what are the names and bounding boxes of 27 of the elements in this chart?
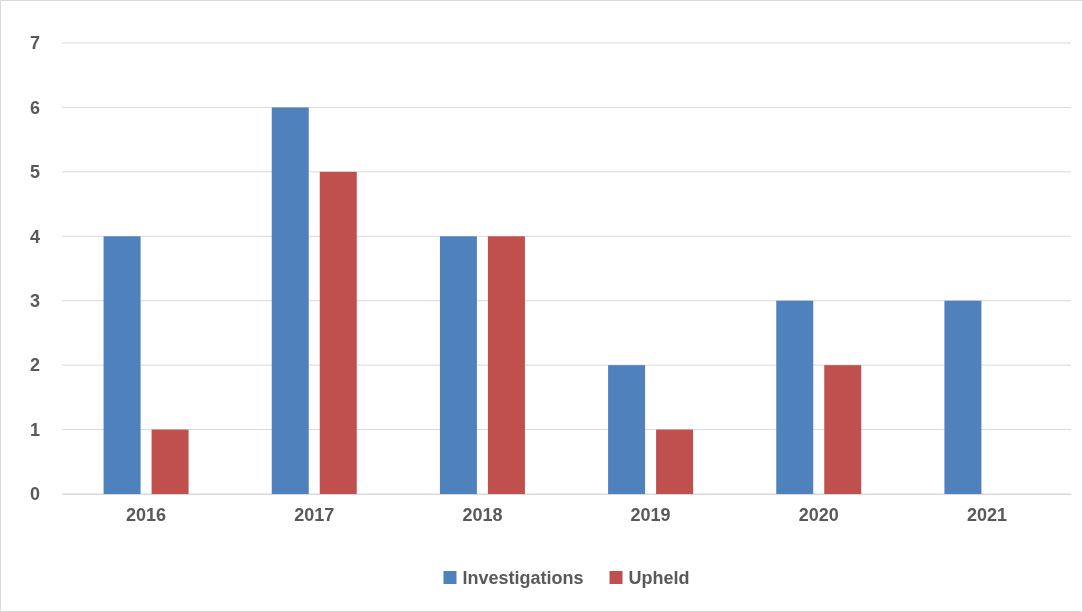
bar [608,365,646,494]
bar [776,300,814,494]
y-tick-label: 5 [29,162,40,183]
bar [824,365,862,494]
y-tick-label: 1 [29,419,40,440]
x-tick-label: 2019 [630,504,671,525]
legend-label: Upheld [628,568,690,589]
legend-label: Investigations [462,568,584,589]
y-tick-label: 3 [29,290,40,311]
bar [656,429,694,494]
y-tick-label: 6 [29,97,40,118]
y-tick-label: 7 [29,33,40,54]
bar [151,429,189,494]
bar [439,236,477,494]
x-tick-label: 2018 [462,504,503,525]
y-tick-label: 4 [29,226,40,247]
x-tick-label: 2017 [294,504,335,525]
bar [944,300,982,494]
y-tick-label: 2 [29,355,40,376]
bar [271,107,309,494]
bar [319,171,357,494]
x-tick-label: 2016 [126,504,167,525]
bar [487,236,525,494]
y-tick-label: 0 [29,484,40,505]
x-tick-label: 2021 [966,504,1007,525]
x-tick-label: 2020 [798,504,839,525]
bar [103,236,141,494]
